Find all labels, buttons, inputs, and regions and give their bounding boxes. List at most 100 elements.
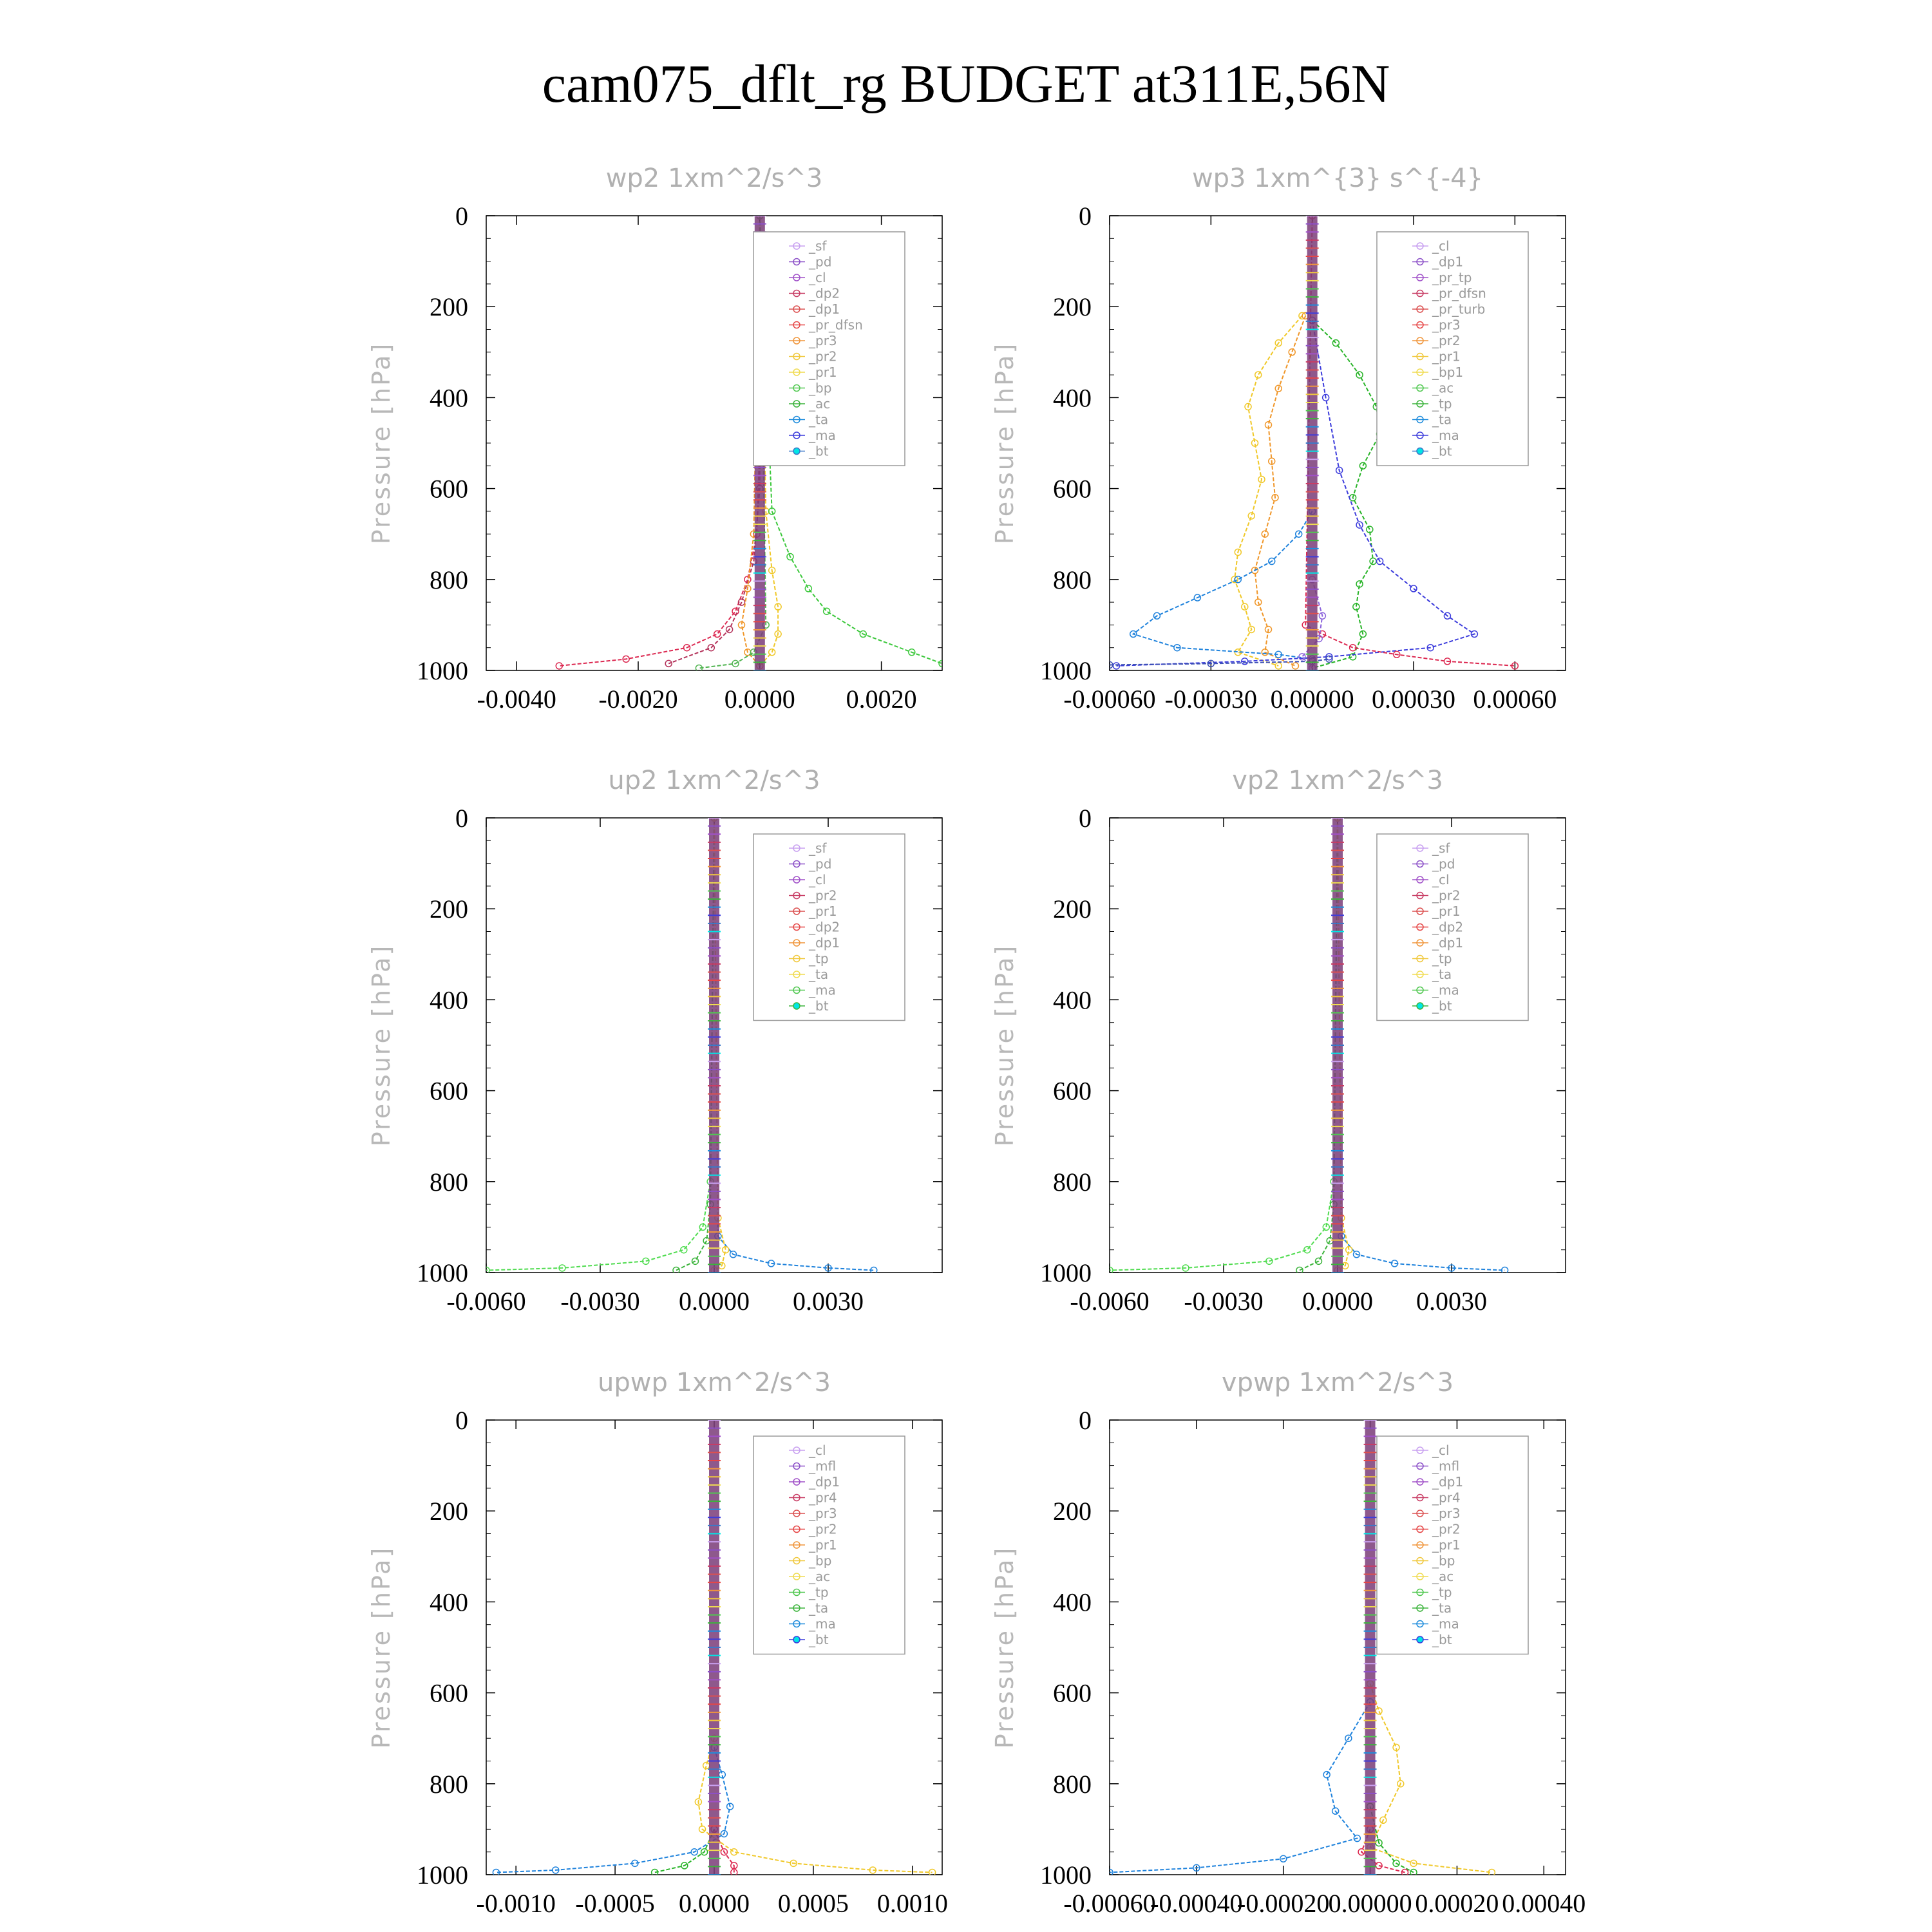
series-point: [1265, 1257, 1273, 1265]
legend-marker: [1416, 923, 1424, 931]
legend-marker: [793, 415, 800, 424]
series-line-dp1: [1110, 818, 1338, 1271]
legend-entry: _dp1: [1432, 254, 1463, 270]
series-point: [1359, 630, 1367, 638]
x-tick-label: -0.0040: [477, 685, 556, 714]
legend-marker: [793, 1557, 800, 1565]
legend-marker: [1416, 1493, 1424, 1502]
legend-entry: _sf: [808, 840, 827, 856]
series-line-cl: [1301, 579, 1323, 669]
legend-entry: _pd: [808, 857, 831, 872]
series-point: [642, 1257, 650, 1265]
series-point: [1375, 1707, 1383, 1715]
legend-marker: [1416, 258, 1424, 266]
legend-marker: [793, 876, 800, 884]
series-point: [859, 630, 867, 638]
series-point: [683, 643, 691, 652]
panel-title: wp3 1xm^{3} s^{-4}: [1192, 164, 1483, 193]
series-point: [768, 649, 776, 656]
series-point: [1129, 630, 1137, 638]
legend-marker: [1416, 1510, 1424, 1517]
legend-entry: _bt: [1432, 998, 1452, 1014]
legend-entry: _pr2: [1432, 888, 1461, 904]
series-point: [729, 1251, 737, 1258]
series-point: [1261, 649, 1269, 656]
legend-marker: [793, 1002, 800, 1010]
series-point: [1392, 1859, 1400, 1868]
legend-marker: [1416, 1478, 1424, 1486]
series-point: [737, 621, 746, 629]
x-tick-label: 0.0030: [793, 1287, 864, 1316]
series-line-dp2: [676, 818, 715, 1271]
legend-marker: [793, 274, 800, 281]
legend-entry: _tp: [1432, 1585, 1452, 1600]
series-point: [694, 1798, 703, 1806]
legend-entry: _pd: [808, 254, 831, 270]
panel-title: wp2 1xm^2/s^3: [606, 164, 823, 193]
legend-marker: [1416, 986, 1424, 994]
legend-entry: _pd: [1432, 857, 1455, 872]
series-point: [1110, 1266, 1113, 1273]
legend-entry: _cl: [808, 1443, 826, 1458]
legend-marker: [793, 1588, 800, 1596]
series-point: [1325, 655, 1333, 663]
legend-marker: [793, 289, 800, 298]
x-tick-label: -0.00040: [1150, 1889, 1242, 1918]
legend-marker: [1416, 1525, 1424, 1533]
series-point: [699, 1223, 707, 1231]
legend-marker: [1416, 368, 1424, 376]
series-point: [732, 607, 739, 615]
series-point: [1271, 493, 1279, 502]
legend-marker: [1416, 876, 1424, 884]
series-point: [1318, 612, 1327, 620]
legend-marker: [1416, 321, 1424, 329]
series-line-bp: [1369, 1806, 1414, 1873]
y-tick-label: 400: [1053, 383, 1092, 412]
series-point: [1234, 576, 1242, 583]
legend-box: [1376, 231, 1529, 466]
x-tick-label: 0.0005: [778, 1889, 849, 1918]
page-title: cam075_dflt_rg BUDGET at311E,56N: [542, 54, 1390, 114]
series-line-ma: [1110, 658, 1330, 666]
series-point: [1488, 1868, 1496, 1875]
series-point: [730, 1868, 738, 1875]
legend-marker: [1416, 274, 1424, 281]
series-line-dp1: [486, 818, 715, 1271]
series-point: [1274, 339, 1282, 347]
series-point: [622, 655, 630, 663]
series-point: [1410, 1859, 1417, 1868]
series-point: [1323, 1770, 1331, 1779]
series-point: [1314, 1257, 1323, 1265]
series-point: [1294, 530, 1303, 538]
series-line-pr2: [1233, 315, 1303, 667]
series-point: [824, 1264, 832, 1272]
x-tick-label: -0.0030: [1184, 1287, 1263, 1316]
legend-entry: _ta: [1432, 967, 1452, 982]
series-point: [730, 1848, 738, 1856]
legend-box: [1376, 1435, 1529, 1655]
chart-panel-6: vpwp 1xm^2/s^3 Pressure [hPa] 0 200 400 600 80…: [990, 1368, 1586, 1918]
series-line-tp: [1110, 1701, 1371, 1873]
series-point: [1110, 661, 1113, 669]
series-point: [720, 1848, 728, 1856]
series-point: [698, 1825, 706, 1833]
series-point: [1274, 662, 1282, 670]
series-point: [1173, 643, 1181, 652]
legend-marker: [793, 1604, 800, 1612]
legend-marker: [793, 939, 800, 947]
series-line-bp: [759, 216, 942, 665]
legend-marker: [1416, 242, 1424, 250]
legend-marker: [1416, 384, 1424, 392]
legend-marker: [793, 447, 800, 455]
x-tick-label: 0.00000: [1329, 1889, 1412, 1918]
legend: _cl_mfl_dp1_pr4_pr3_pr2_pr1_bp_ac_tp_ta_…: [753, 1435, 905, 1655]
legend-entry: _cl: [1432, 238, 1450, 254]
y-axis-label: Pressure [hPa]: [990, 342, 1019, 545]
legend-entry: _pr3: [808, 333, 837, 348]
series-point: [558, 1264, 566, 1272]
series-point: [928, 1868, 936, 1875]
legend: _sf_pd_cl_pr2_pr1_dp2_dp1_tp_ta_ma_bt: [753, 833, 905, 1021]
series-point: [1392, 1743, 1400, 1752]
legend-marker: [1416, 447, 1424, 455]
legend-entry: _bp: [808, 1553, 831, 1569]
